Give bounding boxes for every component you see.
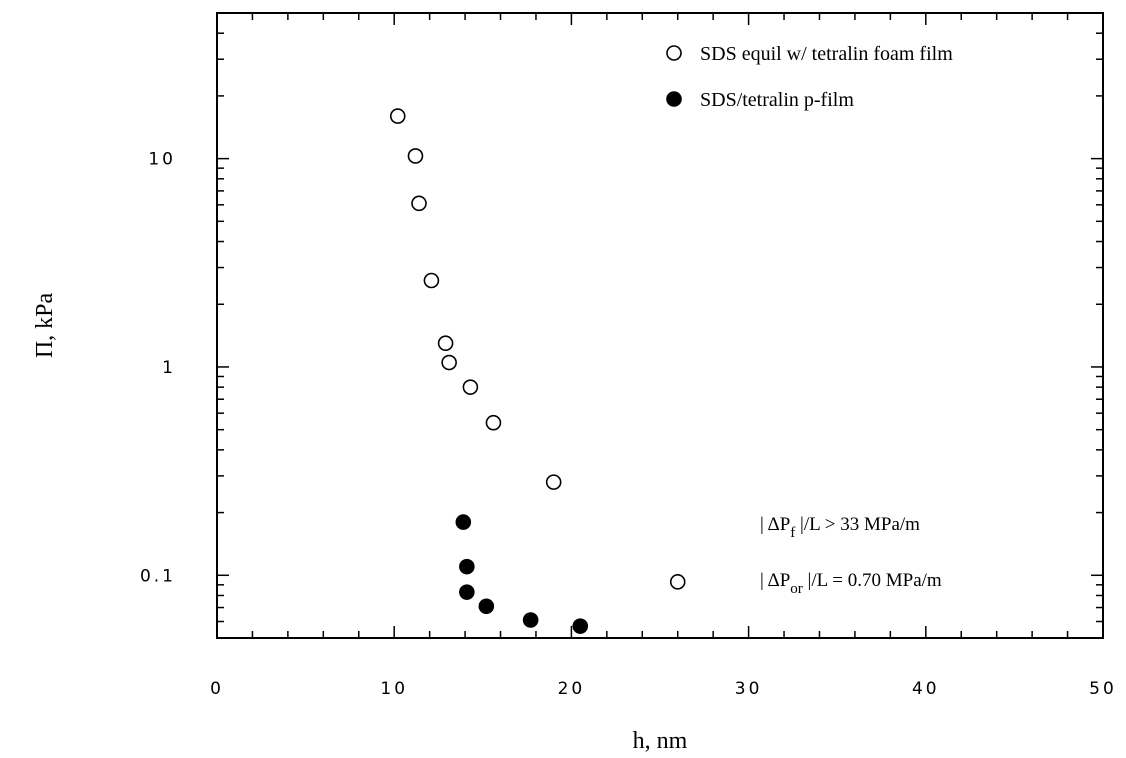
annotation-delta-por: | ΔPor |/L = 0.70 MPa/m (760, 570, 942, 597)
annotation-delta-pf: | ΔPf |/L > 33 MPa/m (760, 514, 920, 541)
annotation-delta-pf-subscript: f (790, 525, 795, 541)
x-tick-label: 0 (210, 679, 224, 699)
data-point-foam-film (485, 414, 502, 431)
x-tick-label: 30 (735, 679, 763, 699)
data-point-foam-film (407, 148, 424, 164)
data-point-p-film (455, 514, 472, 530)
x-tick-label: 10 (380, 679, 408, 699)
axis-ticks (216, 12, 1104, 639)
data-point-p-film (572, 618, 589, 634)
data-point-foam-film (437, 335, 454, 352)
legend: SDS equil w/ tetralin foam film SDS/tetr… (666, 43, 953, 111)
x-tick-label: 20 (558, 679, 586, 699)
data-point-p-film (522, 612, 539, 628)
legend-label-p-film: SDS/tetralin p-film (700, 89, 854, 111)
y-tick-label: 1 (162, 358, 176, 378)
x-tick-label: 50 (1089, 679, 1117, 699)
data-points (389, 108, 686, 634)
legend-label-foam-film: SDS equil w/ tetralin foam film (700, 43, 953, 65)
annotations: | ΔPf |/L > 33 MPa/m | ΔPor |/L = 0.70 M… (760, 514, 942, 597)
data-point-foam-film (423, 272, 440, 289)
data-point-p-film (459, 558, 475, 575)
plot-frame (216, 12, 1104, 639)
annotation-delta-pf-suffix: |/L > 33 MPa/m (795, 514, 920, 535)
annotation-delta-pf-prefix: | ΔP (760, 514, 790, 535)
data-point-foam-film (545, 474, 562, 490)
legend-marker-open-circle (666, 45, 682, 61)
data-point-p-film (478, 598, 495, 615)
annotation-delta-por-suffix: |/L = 0.70 MPa/m (803, 570, 942, 591)
data-point-foam-film (411, 195, 427, 212)
y-tick-label: 10 (148, 150, 176, 170)
x-tick-label: 40 (912, 679, 940, 699)
x-axis-title: h, nm (633, 728, 688, 754)
data-point-foam-film (462, 379, 479, 395)
data-point-foam-film (389, 108, 406, 124)
annotation-delta-por-subscript: or (790, 581, 803, 597)
data-point-foam-film (669, 574, 686, 590)
data-point-foam-film (441, 354, 457, 371)
y-axis-title: Π, kPa (32, 292, 58, 358)
legend-marker-filled-circle (666, 91, 682, 107)
data-point-p-film (459, 584, 475, 600)
axis-tick-labels: 0 10 20 30 40 50 0.1 1 10 (140, 150, 1117, 699)
annotation-delta-por-prefix: | ΔP (760, 570, 790, 591)
y-tick-label: 0.1 (140, 566, 176, 586)
